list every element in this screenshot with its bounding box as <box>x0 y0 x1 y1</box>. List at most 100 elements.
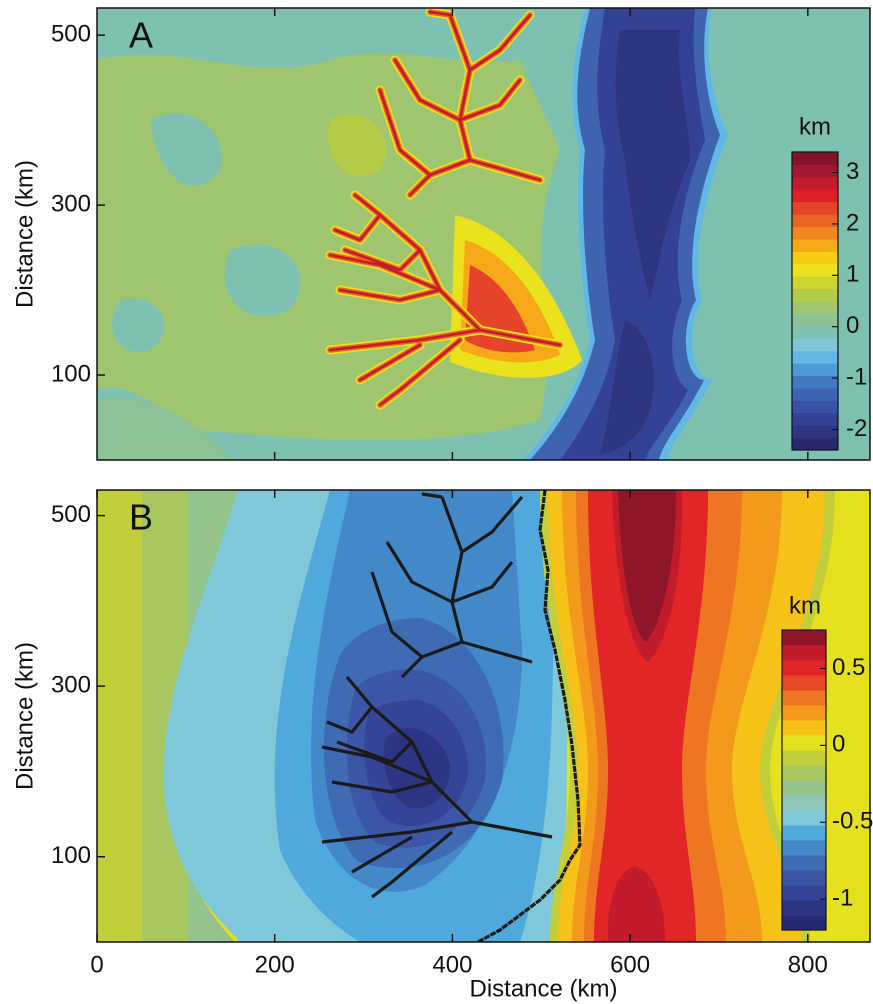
colorbar-band <box>782 900 826 916</box>
contour-region <box>615 30 690 300</box>
colorbar-band <box>782 720 826 736</box>
colorbar-band <box>792 338 838 352</box>
colorbar-band <box>792 375 838 389</box>
drainage <box>333 213 382 242</box>
colorbar-band <box>782 735 826 751</box>
coastline <box>477 490 582 942</box>
colorbar-band <box>782 870 826 886</box>
coastline <box>321 745 433 784</box>
colorbar-band <box>792 363 838 376</box>
coastline <box>400 655 424 679</box>
x-tick-label: 600 <box>610 951 650 978</box>
contour-map <box>97 490 870 942</box>
colorbar-band <box>792 350 838 364</box>
y-axis-label: Distance (km) <box>11 160 38 308</box>
contour-region <box>618 490 676 642</box>
x-tick-label: 0 <box>90 951 103 978</box>
drainage <box>328 328 482 352</box>
contour-region <box>607 866 665 942</box>
drainage <box>353 193 562 347</box>
coastline <box>331 780 433 794</box>
drainage <box>338 288 442 302</box>
colorbar-frame <box>781 629 827 931</box>
colorbar-tick-label: 3 <box>846 158 859 185</box>
colorbar-tick-label: 1 <box>846 261 859 288</box>
colorbar-band <box>792 400 838 414</box>
x-tick-label: 800 <box>788 951 828 978</box>
colorbar-tick-label: 2 <box>846 209 859 236</box>
colorbar-band <box>782 840 826 856</box>
colorbar-band <box>792 263 838 277</box>
colorbar-band <box>782 810 826 826</box>
colorbar-frame <box>791 151 839 451</box>
drainage <box>458 78 522 122</box>
y-tick-label: 100 <box>51 360 91 387</box>
coastline <box>336 740 414 764</box>
contour-map <box>97 8 870 460</box>
coastline <box>461 495 524 554</box>
colorbar-band <box>792 164 838 178</box>
coastline <box>370 571 463 659</box>
colorbar-band <box>792 152 838 165</box>
y-axis-label: Distance (km) <box>11 642 38 790</box>
colorbar-band <box>782 690 826 706</box>
x-tick-label: 200 <box>255 951 295 978</box>
drainage <box>408 173 432 197</box>
coastline <box>351 835 413 874</box>
drainage <box>343 248 422 272</box>
plot-frame <box>96 7 871 461</box>
colorbar-band <box>792 387 838 401</box>
colorbar-band <box>782 885 826 901</box>
colorbar-band <box>792 214 838 227</box>
contour-region <box>97 398 230 460</box>
drainage <box>393 58 462 122</box>
colorbar-band <box>782 795 826 811</box>
panel-label: A <box>129 15 153 56</box>
x-tick-label: 400 <box>432 951 472 978</box>
y-tick-label: 500 <box>51 21 91 48</box>
drainage <box>378 338 462 407</box>
colorbar-band <box>782 705 826 721</box>
coastline <box>451 561 514 604</box>
contour-region <box>224 244 301 317</box>
contour-region <box>588 490 708 942</box>
colorbar-band <box>792 313 838 327</box>
colorbar-band <box>792 288 838 302</box>
plot-frame <box>96 489 871 943</box>
colorbar-band <box>792 176 838 190</box>
colorbar-band <box>792 226 838 240</box>
colorbar-label: km <box>799 113 831 140</box>
colorbar-tick-label: 0 <box>846 312 859 339</box>
coastline <box>421 492 443 499</box>
colorbar-band <box>782 915 826 931</box>
coastline <box>371 830 454 899</box>
colorbar-band <box>792 412 838 426</box>
colorbar-band <box>792 201 838 215</box>
colorbar-band <box>792 238 838 252</box>
drainage <box>468 13 532 72</box>
colorbar-band <box>782 660 826 676</box>
colorbar-band <box>782 750 826 766</box>
contour-region <box>97 490 142 942</box>
colorbar-tick-label: -2 <box>846 415 867 442</box>
coastline <box>321 820 473 844</box>
colorbar-band <box>782 825 826 841</box>
y-tick-label: 300 <box>51 190 91 217</box>
drainage <box>428 10 452 17</box>
colorbar-tick-label: 0 <box>832 731 845 758</box>
colorbar-band <box>782 645 826 661</box>
drainage <box>378 88 472 177</box>
colorbar-band <box>782 675 826 691</box>
colorbar-band <box>792 276 838 290</box>
colorbar-tick-label: -1 <box>832 885 853 912</box>
colorbar-tick-label: 0.5 <box>832 654 865 681</box>
drainage <box>328 253 442 292</box>
colorbar-band <box>792 325 838 339</box>
coastline <box>385 541 453 604</box>
contour-region <box>150 113 222 186</box>
panel-label: B <box>129 497 153 538</box>
coastline <box>345 675 553 839</box>
colorbar-band <box>782 765 826 781</box>
